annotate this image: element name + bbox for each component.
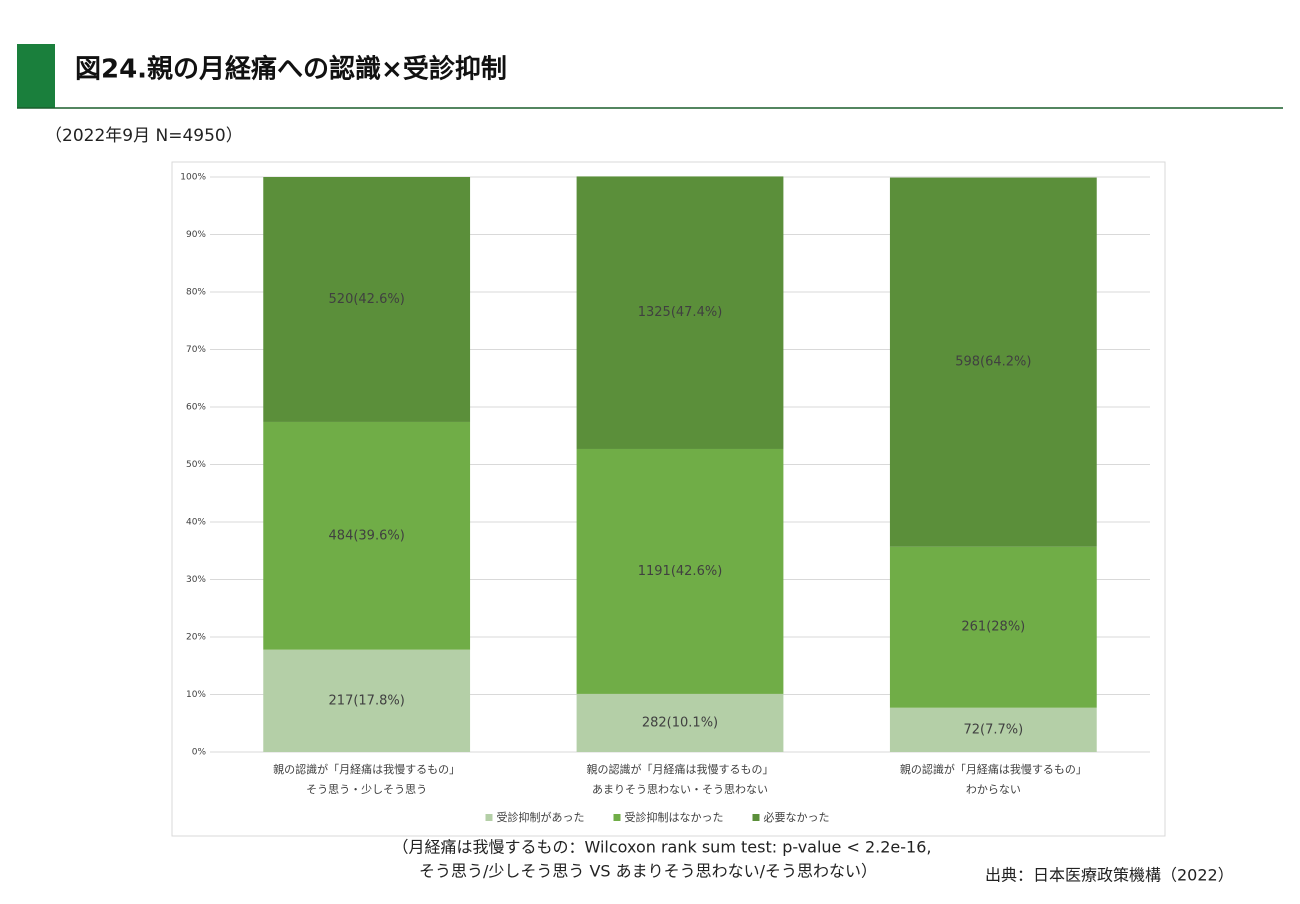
bar-segment <box>263 177 471 422</box>
x-tick-label: わからない <box>966 783 1021 796</box>
bar-segment <box>889 177 1097 547</box>
bar-segment <box>889 546 1097 708</box>
data-label: 72(7.7%) <box>963 722 1023 737</box>
bar-segment <box>576 693 784 752</box>
legend-label: 必要なかった <box>764 811 830 824</box>
legend-label: 受診抑制があった <box>497 810 585 824</box>
y-tick-label: 70% <box>186 345 206 355</box>
data-label: 484(39.6%) <box>329 528 405 543</box>
x-tick-label: 親の認識が「月経痛は我慢するもの」 <box>273 762 460 776</box>
x-tick-label: 親の認識が「月経痛は我慢するもの」 <box>587 762 774 776</box>
y-tick-label: 30% <box>186 575 206 585</box>
y-tick-label: 90% <box>186 230 206 240</box>
legend-swatch <box>613 814 621 821</box>
y-tick-label: 80% <box>186 288 206 298</box>
data-label: 1191(42.6%) <box>638 564 723 579</box>
slide-title: 図24.親の月経痛への認識×受診抑制 <box>75 54 507 85</box>
note: （月経痛は我慢するもの：Wilcoxon rank sum test: p-va… <box>393 838 932 857</box>
y-tick-label: 20% <box>186 633 206 643</box>
legend-label: 受診抑制はなかった <box>625 810 724 824</box>
data-label: 520(42.6%) <box>329 292 405 307</box>
data-label: 598(64.2%) <box>955 355 1031 370</box>
data-label: 282(10.1%) <box>642 715 718 730</box>
x-tick-label: そう思う・少しそう思う <box>306 783 427 796</box>
y-tick-label: 60% <box>186 403 206 413</box>
data-label: 261(28%) <box>961 620 1025 635</box>
x-tick-label: 親の認識が「月経痛は我慢するもの」 <box>900 762 1087 776</box>
source: 出典：日本医療政策機構（2022） <box>985 866 1234 885</box>
y-tick-label: 0% <box>192 748 207 758</box>
data-label: 1325(47.4%) <box>638 305 723 320</box>
legend-swatch <box>485 814 493 821</box>
bar-segment <box>263 649 471 752</box>
bar-segment <box>263 421 471 650</box>
data-label: 217(17.8%) <box>329 693 405 708</box>
bar-segment <box>576 176 784 449</box>
bar-segment <box>889 707 1097 752</box>
y-tick-label: 50% <box>186 460 206 470</box>
title-marker <box>17 44 55 108</box>
y-tick-label: 100% <box>180 173 206 183</box>
y-tick-label: 10% <box>186 690 206 700</box>
note: そう思う/少しそう思う VS あまりそう思わない/そう思わない） <box>419 862 877 881</box>
x-tick-label: あまりそう思わない・そう思わない <box>592 783 768 796</box>
y-tick-label: 40% <box>186 518 206 528</box>
subtitle: （2022年9月 N=4950） <box>45 126 243 146</box>
bar-segment <box>576 448 784 694</box>
legend-swatch <box>752 814 760 821</box>
